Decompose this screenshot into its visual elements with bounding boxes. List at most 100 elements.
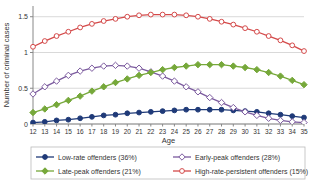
- y-tick-label: 0: [24, 121, 28, 128]
- point: [266, 34, 271, 39]
- x-tick: [33, 124, 34, 127]
- x-tick: [68, 124, 69, 127]
- point: [30, 109, 36, 115]
- point: [77, 68, 83, 74]
- point: [42, 119, 47, 124]
- x-tick: [221, 124, 222, 127]
- point: [53, 101, 59, 107]
- x-tick: [197, 124, 198, 127]
- x-tick-label: 15: [65, 128, 73, 135]
- x-tick-label: 16: [77, 128, 85, 135]
- point: [289, 77, 295, 83]
- x-tick: [233, 124, 234, 127]
- point: [100, 84, 106, 90]
- point: [219, 19, 224, 24]
- point: [301, 119, 307, 124]
- y-tick-label: 1: [24, 49, 28, 56]
- x-tick-label: 30: [241, 128, 249, 135]
- point: [77, 93, 83, 99]
- point: [265, 69, 271, 75]
- x-tick: [292, 124, 293, 127]
- x-tick-label: 29: [230, 128, 238, 135]
- x-tick-label: 23: [159, 128, 167, 135]
- point: [112, 62, 118, 68]
- point: [124, 63, 130, 69]
- point: [42, 84, 48, 90]
- legend-marker: [43, 155, 48, 160]
- x-tick: [186, 124, 187, 127]
- point: [42, 39, 47, 44]
- point: [171, 78, 177, 84]
- point: [195, 89, 201, 95]
- point: [53, 78, 59, 84]
- legend-marker: [179, 154, 185, 160]
- point: [183, 63, 189, 69]
- legend-label: High-rate-persistent offenders (15%): [195, 168, 308, 176]
- point: [184, 13, 189, 18]
- x-tick-label: 13: [41, 128, 49, 135]
- point: [196, 107, 201, 112]
- point: [159, 73, 165, 79]
- point: [137, 13, 142, 18]
- x-tick: [115, 124, 116, 127]
- legend-label: Low-rate offenders (36%): [58, 154, 137, 162]
- y-axis-title: Number of criminal cases: [2, 22, 11, 107]
- point: [218, 99, 224, 105]
- point: [136, 72, 142, 78]
- point: [277, 73, 283, 79]
- point: [148, 69, 154, 75]
- point: [101, 113, 106, 118]
- grid-line: [33, 52, 304, 53]
- x-tick: [44, 124, 45, 127]
- x-tick: [91, 124, 92, 127]
- x-tick-label: 21: [135, 128, 143, 135]
- x-axis: [33, 124, 304, 125]
- point: [195, 61, 201, 67]
- point: [148, 12, 153, 17]
- point: [172, 108, 177, 113]
- x-tick: [56, 124, 57, 127]
- point: [230, 104, 236, 110]
- point: [265, 115, 271, 121]
- point: [125, 111, 130, 116]
- x-tick-label: 19: [112, 128, 120, 135]
- point: [278, 112, 283, 117]
- legend-marker: [42, 168, 48, 174]
- x-tick-label: 22: [147, 128, 155, 135]
- point: [254, 112, 260, 118]
- series-line: [33, 15, 304, 51]
- point: [137, 110, 142, 115]
- chart: 00.511.512131415161718192021222324252627…: [0, 0, 312, 182]
- x-tick-label: 17: [88, 128, 96, 135]
- x-tick-label: 20: [124, 128, 132, 135]
- point: [207, 94, 213, 100]
- point: [302, 49, 307, 54]
- grid-line: [33, 124, 304, 125]
- x-tick: [80, 124, 81, 127]
- grid-line: [33, 88, 304, 89]
- point: [159, 66, 165, 72]
- legend: Low-rate offenders (36%) Early-peak offen…: [31, 147, 308, 179]
- grid-line: [33, 16, 304, 17]
- point: [172, 12, 177, 17]
- point: [183, 84, 189, 90]
- x-axis-title: Age: [162, 136, 175, 145]
- point: [42, 106, 48, 112]
- point: [148, 69, 154, 75]
- point: [90, 114, 95, 119]
- x-tick: [280, 124, 281, 127]
- x-tick-label: 18: [100, 128, 108, 135]
- x-tick: [150, 124, 151, 127]
- point: [89, 88, 95, 94]
- point: [196, 14, 201, 19]
- point: [65, 97, 71, 103]
- point: [184, 107, 189, 112]
- legend-label: Early-peak offenders (28%): [195, 154, 280, 162]
- point: [242, 64, 248, 70]
- point: [301, 81, 307, 87]
- x-tick-label: 34: [289, 128, 297, 135]
- point: [207, 61, 213, 67]
- point: [278, 38, 283, 43]
- legend-marker: [180, 169, 185, 174]
- x-tick: [256, 124, 257, 127]
